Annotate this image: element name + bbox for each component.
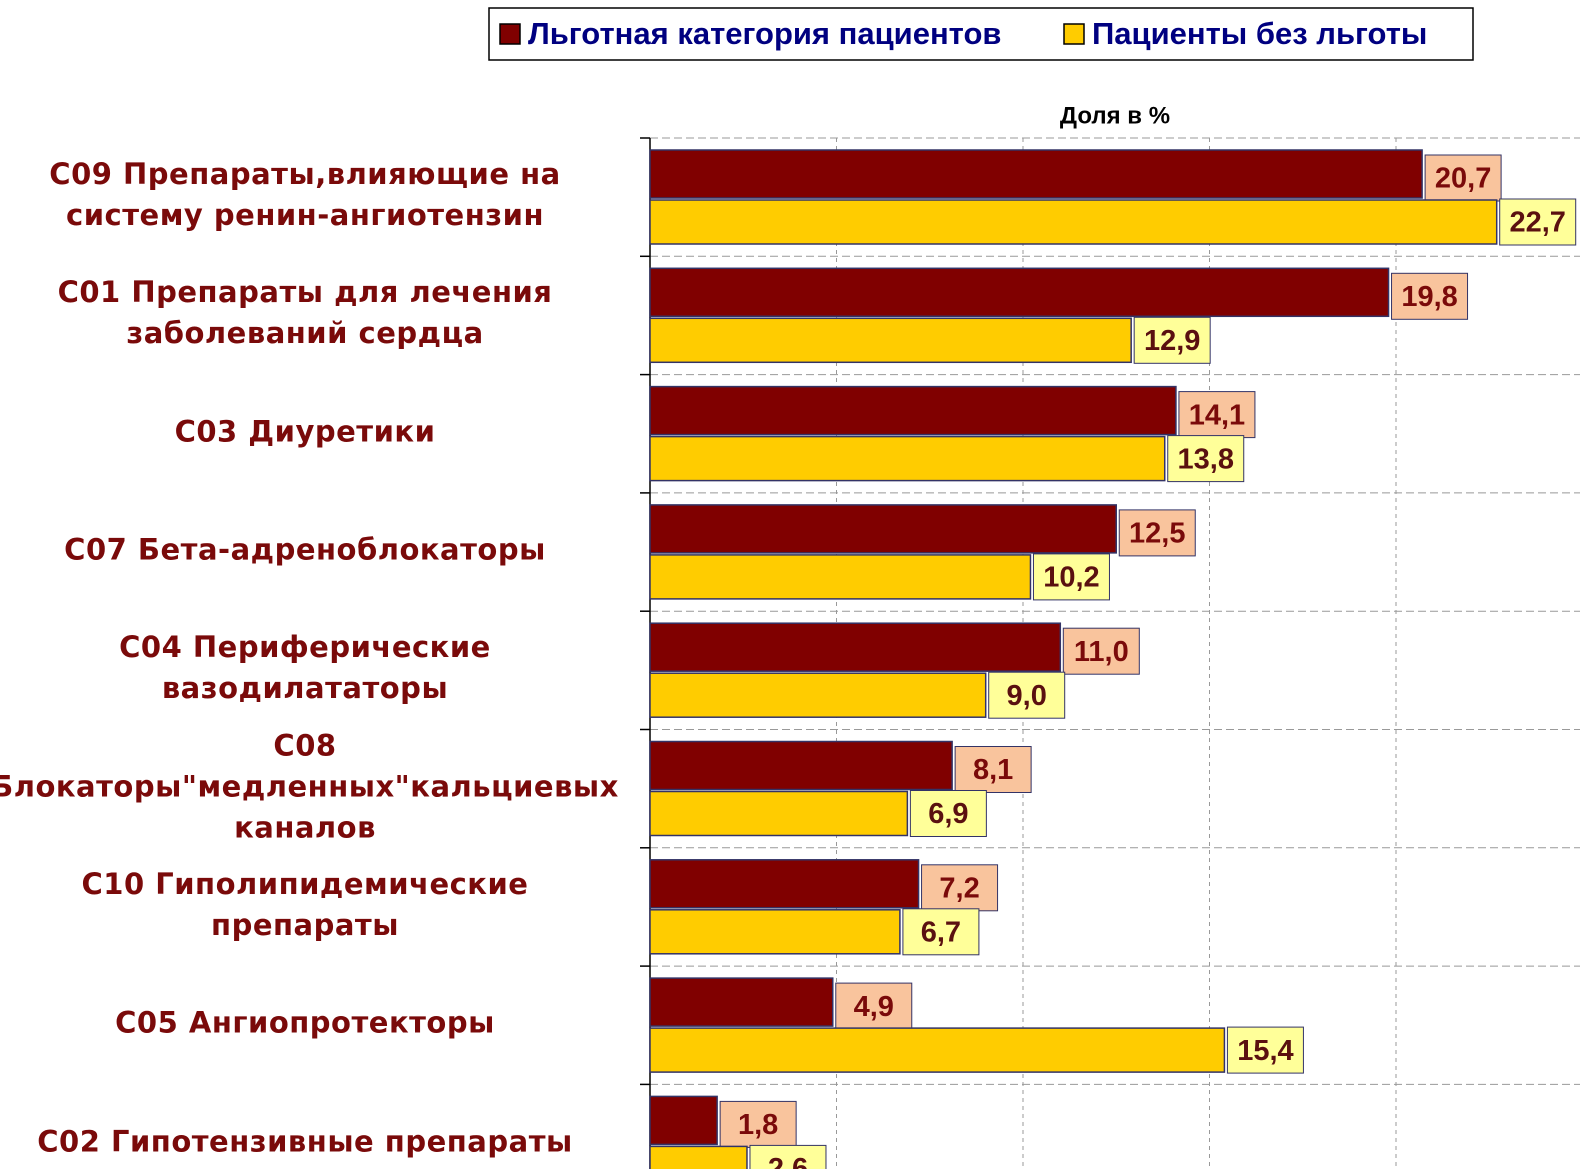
value-label: 7,2: [939, 872, 979, 904]
value-label-box: [1391, 272, 1469, 320]
bar: [649, 740, 953, 791]
category-label: C03 Диуретики: [174, 414, 436, 449]
category-label: C10 Гиполипидемические препараты: [81, 866, 529, 942]
bar: [649, 385, 1177, 436]
value-label-box: [1133, 316, 1211, 364]
value-label: 20,7: [1435, 163, 1491, 195]
value-label: 2,6: [768, 1153, 808, 1169]
value-label-box: [954, 746, 1032, 793]
bar: [649, 554, 1032, 600]
bar: [649, 977, 834, 1027]
value-label: 10,2: [1043, 562, 1099, 594]
value-label-box: [988, 671, 1066, 719]
value-label: 14,1: [1189, 399, 1245, 431]
value-label-box: [1167, 435, 1245, 483]
legend-label: Пациенты без льготы: [1092, 16, 1427, 51]
bar: [649, 790, 909, 837]
value-label: 1,8: [738, 1109, 778, 1141]
bar: [649, 1145, 748, 1169]
value-label-box: [1178, 391, 1256, 439]
value-label-box: [1062, 627, 1140, 675]
value-label: 8,1: [973, 754, 1013, 786]
value-label: 11,0: [1074, 636, 1129, 668]
legend: [488, 7, 1474, 61]
value-label: 9,0: [1007, 680, 1047, 712]
value-label: 4,9: [854, 991, 894, 1023]
value-label: 6,9: [928, 798, 968, 830]
bar: [649, 149, 1423, 199]
category-label: C05 Ангиопротекторы: [115, 1005, 495, 1040]
category-label: C02 Гипотензивные препараты: [37, 1124, 573, 1159]
value-label: 6,7: [921, 916, 961, 948]
value-label-box: [719, 1100, 797, 1148]
category-label: C09 Препараты,влияющие на систему ренин-…: [49, 157, 561, 233]
value-label-box: [921, 864, 999, 912]
legend-swatch: [1063, 23, 1085, 45]
value-label-box: [1226, 1026, 1304, 1074]
value-label-box: [835, 982, 913, 1030]
bar: [649, 622, 1062, 672]
value-label: 19,8: [1401, 281, 1457, 313]
category-label: C07 Бета-адреноблокаторы: [64, 532, 546, 567]
bar: [649, 1095, 718, 1146]
category-label: C01 Препараты для лечения заболеваний се…: [57, 275, 553, 351]
value-label-box: [909, 790, 987, 837]
chart-title: Доля в %: [1060, 102, 1170, 129]
value-label-box: [1118, 509, 1196, 557]
bar: [649, 317, 1132, 364]
value-label-box: [1499, 198, 1577, 246]
legend-label: Льготная категория пациентов: [528, 16, 1001, 51]
category-label: C08 Блокаторы"медленных"кальциевых канал…: [0, 728, 619, 845]
value-label-box: [749, 1144, 827, 1169]
value-label: 15,4: [1237, 1035, 1293, 1067]
bar: [649, 909, 901, 955]
value-label: 22,7: [1509, 207, 1565, 239]
value-label: 12,5: [1129, 518, 1185, 550]
value-label: 13,8: [1178, 443, 1234, 475]
bar: [649, 267, 1390, 318]
category-label: C04 Периферические вазодилататоры: [119, 630, 491, 706]
value-label-box: [1032, 553, 1110, 601]
legend-swatch: [499, 23, 521, 45]
bar: [649, 859, 920, 909]
bar: [649, 435, 1166, 482]
bar: [649, 199, 1498, 245]
bar: [649, 672, 987, 718]
value-label-box: [902, 908, 980, 956]
bar: [649, 1027, 1226, 1073]
value-label: 12,9: [1144, 325, 1200, 357]
bar: [649, 504, 1117, 554]
